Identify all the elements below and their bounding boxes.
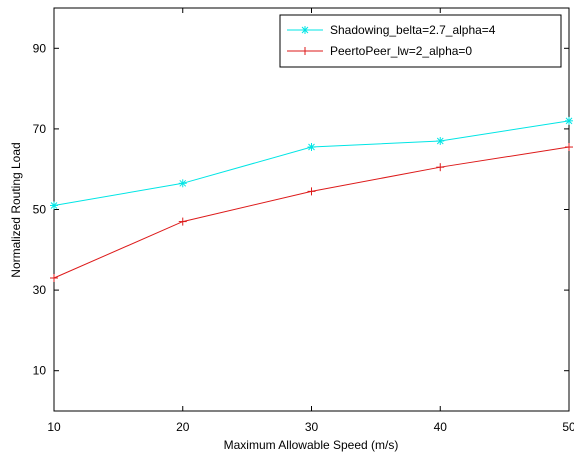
x-tick-label: 30: [305, 420, 319, 434]
series-1-point: [50, 201, 58, 210]
x-tick-label: 10: [47, 420, 61, 434]
y-axis: 10 30 50 70 90: [33, 41, 569, 378]
x-axis-title: Maximum Allowable Speed (m/s): [224, 438, 399, 452]
series-2-point: [178, 217, 187, 226]
legend-item-1: Shadowing_belta=2.7_alpha=4: [287, 23, 496, 37]
x-tick-label: 20: [176, 420, 190, 434]
series-1-point: [565, 116, 573, 125]
series-1-point: [307, 143, 316, 152]
legend-item-2: PeertoPeer_lw=2_alpha=0: [287, 44, 472, 58]
y-tick-label: 10: [33, 364, 47, 378]
legend-marker: [301, 26, 309, 34]
series-layer: [50, 116, 573, 283]
series-2-point: [436, 163, 445, 172]
y-tick-label: 90: [33, 41, 47, 55]
y-tick-label: 30: [33, 283, 47, 297]
plot-area: [53, 7, 570, 412]
y-tick-label: 50: [33, 203, 47, 217]
legend-box: [279, 14, 562, 68]
x-tick-label: 50: [562, 420, 574, 434]
series-2-point: [50, 274, 58, 283]
x-axis: 10 20 30 40 50: [47, 8, 574, 434]
legend-label: Shadowing_belta=2.7_alpha=4: [330, 23, 496, 37]
series-2-point: [307, 187, 316, 196]
series-2-point: [565, 143, 573, 152]
legend: Shadowing_belta=2.7_alpha=4 PeertoPeer_lw…: [279, 14, 562, 68]
y-tick-label: 70: [33, 122, 47, 136]
series-1-point: [178, 179, 187, 188]
series-1-point: [436, 136, 445, 145]
y-axis-title: Normalized Routing Load: [9, 142, 23, 277]
legend-marker: [301, 47, 309, 55]
x-tick-label: 40: [434, 420, 448, 434]
legend-label: PeertoPeer_lw=2_alpha=0: [330, 44, 472, 58]
